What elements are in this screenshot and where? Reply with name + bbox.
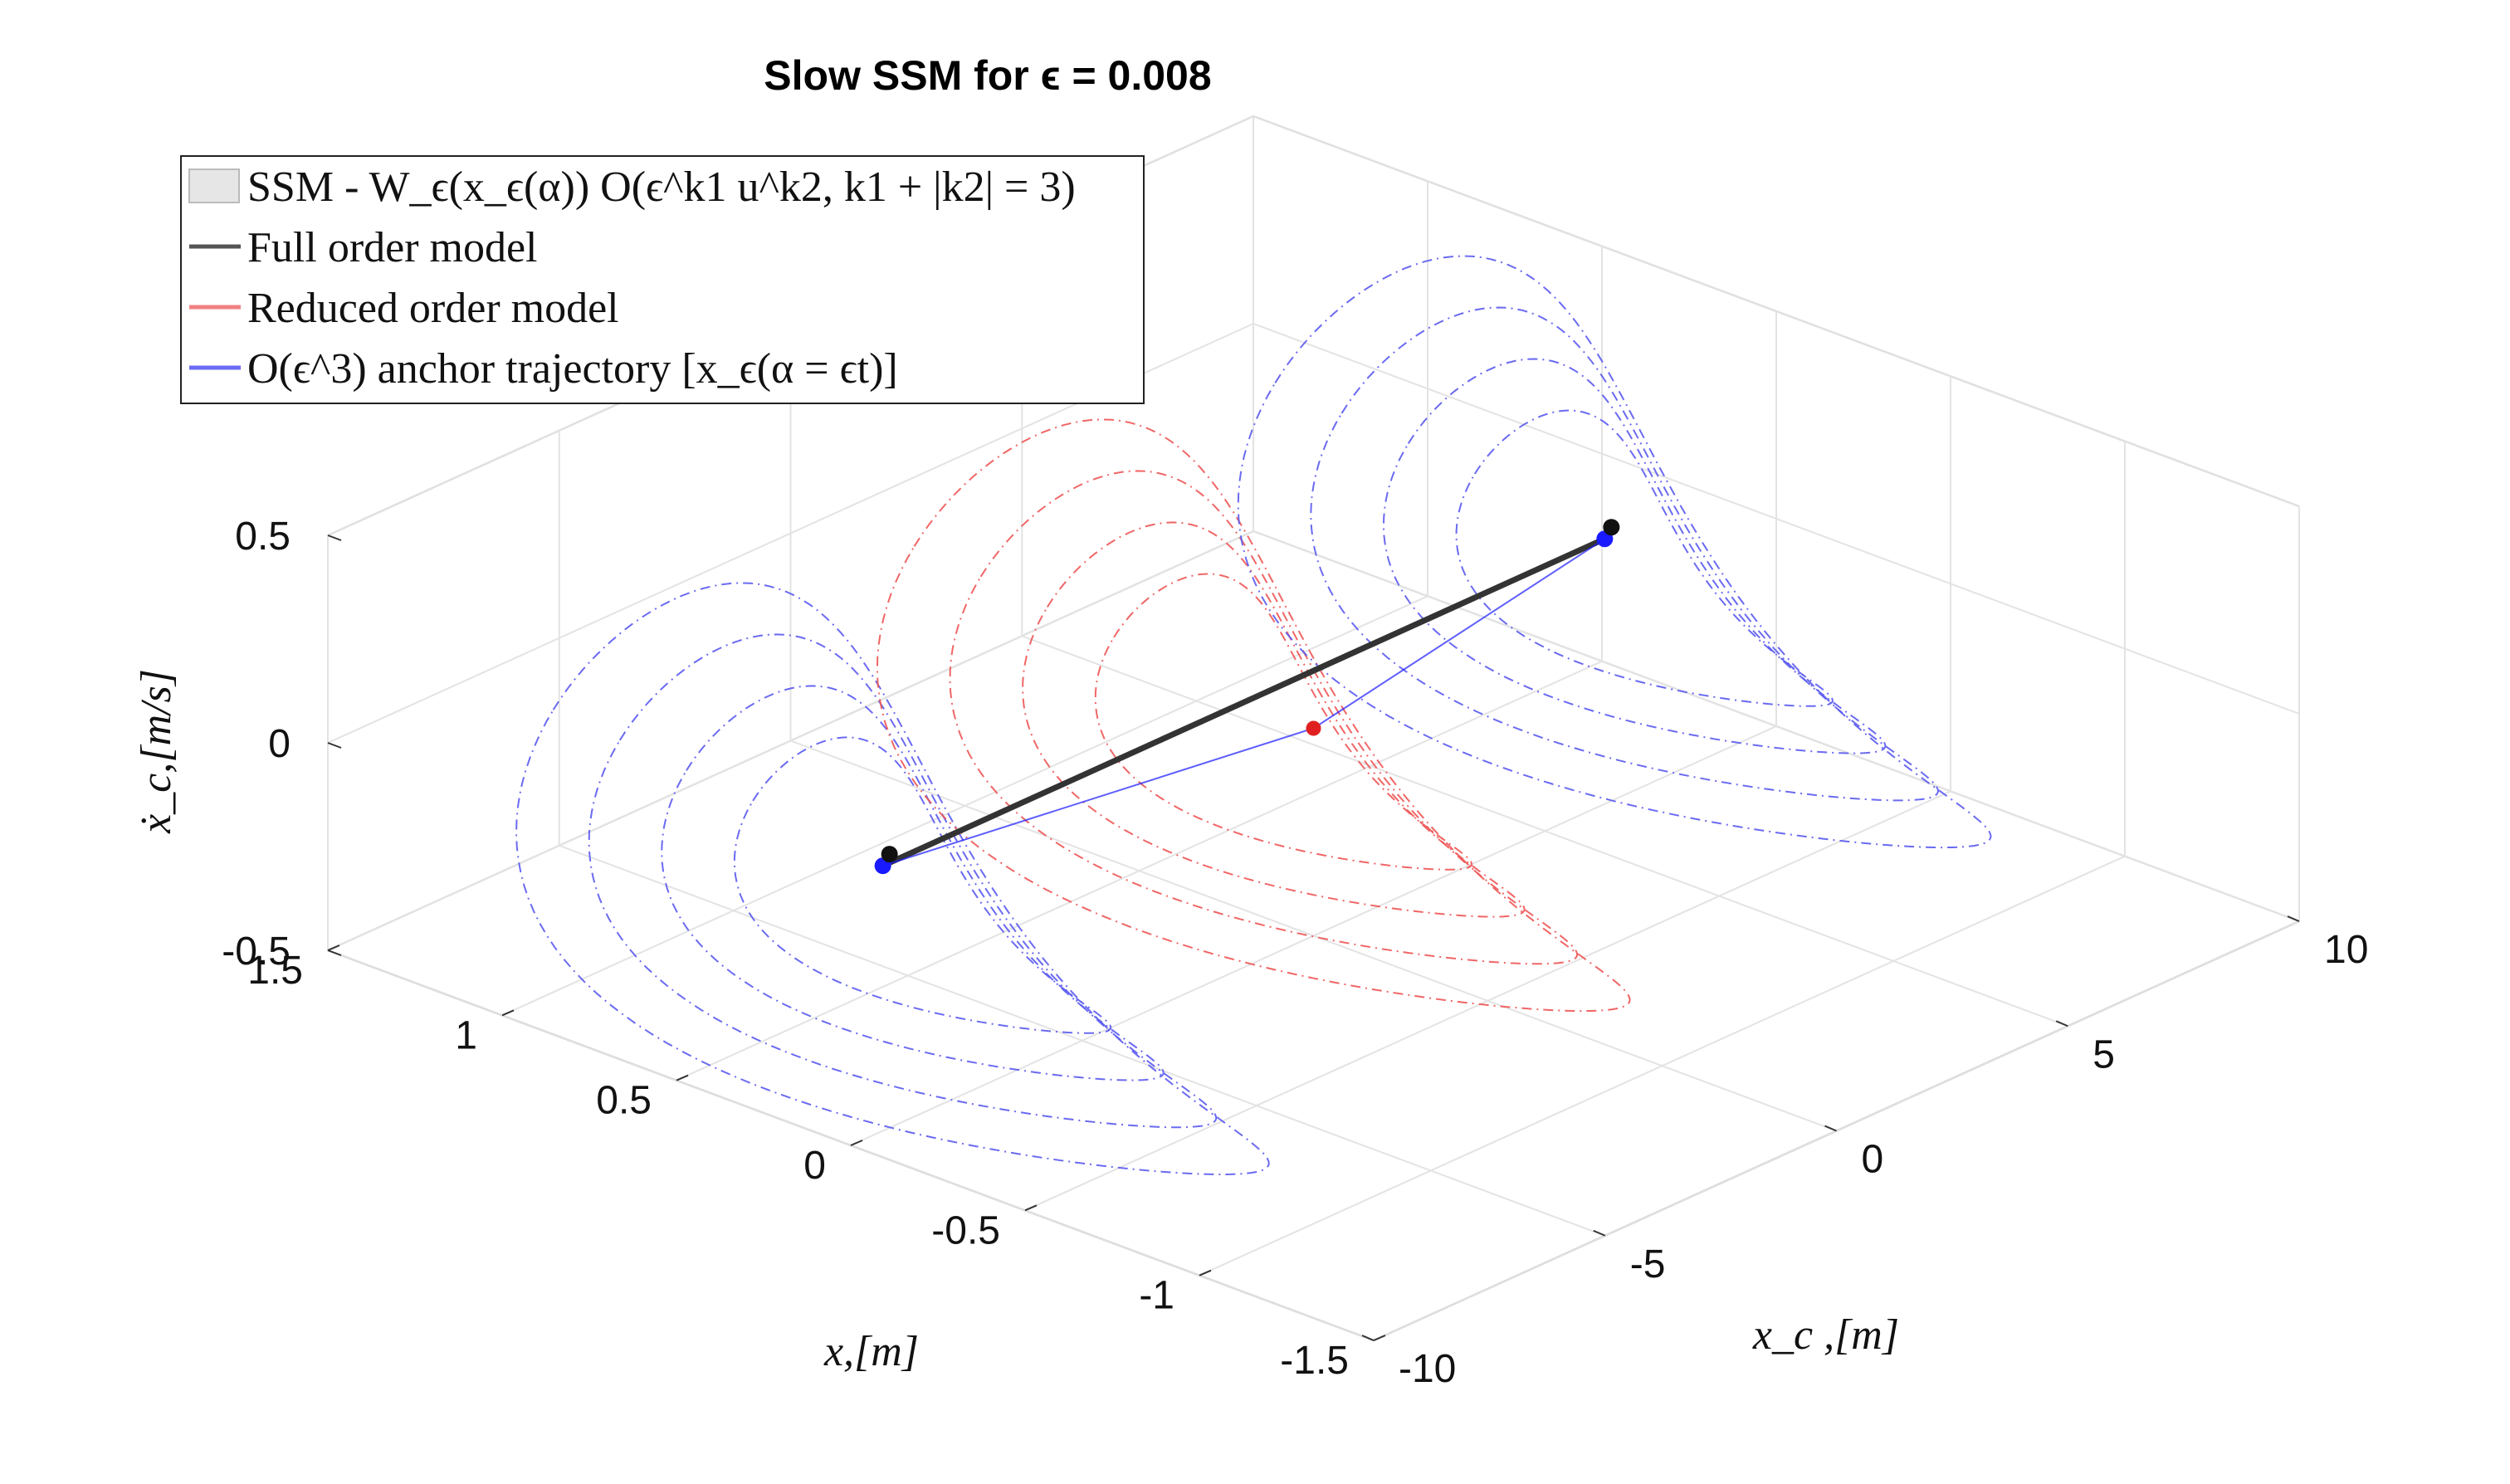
y-tick-mark (2055, 1020, 2068, 1028)
reduced-order-midpoint (1306, 720, 1321, 736)
y-tick-label: -5 (1630, 1242, 1666, 1286)
x-tick-mark (1024, 1204, 1038, 1212)
ssm-contour-ssm_blue (661, 685, 1165, 1081)
x-tick-label: -1 (1139, 1274, 1174, 1318)
tick-labels: 1.5 1 0.5 0 -0.5 -1 -1.5 -10 -5 0 5 10 -0.5 0 0.5 (222, 515, 2368, 1391)
ssm-contour-ssm_red (949, 470, 1579, 965)
x-tick-mark (676, 1074, 689, 1081)
ssm-contour-ssm_blue (515, 582, 1270, 1176)
grid-wall-z2 (1253, 115, 2300, 507)
z-tick-mark (327, 742, 342, 749)
y-axis-label: x_c ,[m] (1752, 1311, 1899, 1359)
ssm-contour-ssm_red (1094, 573, 1473, 871)
z-axis-label: ẋ_c,[m/s] (133, 669, 180, 834)
x-tick-label: 0.5 (596, 1079, 652, 1123)
y-tick-label: -10 (1399, 1347, 1456, 1391)
x-tick-mark (850, 1140, 863, 1146)
ssm-contours (515, 255, 1992, 1176)
ssm-contour-ssm_red (1022, 521, 1526, 918)
chart-title: Slow SSM for ϵ = 0.008 (764, 52, 1211, 99)
x-tick-mark (501, 1009, 515, 1017)
legend-box (180, 155, 1145, 404)
y-tick-mark (2287, 915, 2300, 922)
grid-wall-z2 (1253, 323, 2300, 715)
legend-label: SSM - W_ϵ(x_ϵ(α)) O(ϵ^k1 u^k2, k1 + |k2|… (247, 164, 1076, 211)
legend-swatch (188, 168, 240, 203)
legend-label: O(ϵ^3) anchor trajectory [x_ϵ(α = ϵt)] (247, 345, 898, 393)
ssm-contour-ssm_red (876, 418, 1631, 1013)
x-tick-mark (1373, 1335, 1386, 1341)
grid-floor-y (559, 844, 1606, 1237)
ssm-contour-ssm_blue (1382, 358, 1887, 754)
z-tick-label: -0.5 (222, 930, 291, 974)
y-tick-mark (1593, 1229, 1606, 1237)
ssm-contour-ssm_blue (588, 633, 1218, 1129)
legend-label: Full order model (247, 224, 538, 271)
x-tick-mark (1199, 1269, 1212, 1277)
x-tick-label: -0.5 (931, 1208, 1000, 1252)
grid-wall-z (327, 530, 1254, 951)
grid-floor-y (790, 740, 1837, 1132)
legend-label: Reduced order model (247, 285, 619, 332)
x-tick-label: 1 (455, 1013, 477, 1057)
y-tick-mark (1824, 1125, 1837, 1132)
x-tick-mark (327, 945, 340, 951)
full-order-model-line (881, 536, 1606, 869)
ssm-contour-ssm_blue (1455, 409, 1834, 707)
y-tick-label: 5 (2092, 1032, 2115, 1076)
x-axis-label: x,[m] (823, 1328, 919, 1375)
ssm-contour-ssm_blue (733, 736, 1112, 1034)
x-tick-label: 1.5 (247, 949, 303, 993)
ssm-contour-ssm_blue (1237, 255, 1992, 849)
full-order-endpoint (1603, 519, 1620, 536)
z-tick-mark (327, 535, 342, 541)
z-tick-mark (327, 949, 342, 956)
y-tick-mark (1361, 1335, 1375, 1341)
trajectories (874, 519, 1620, 875)
grid-wall-z2 (1253, 530, 2300, 922)
z-tick-label: 0 (268, 722, 291, 766)
y-tick-label: 0 (1862, 1138, 1884, 1182)
z-tick-label: 0.5 (235, 515, 291, 559)
legend: SSM - W_ϵ(x_ϵ(α)) O(ϵ^k1 u^k2, k1 + |k2|… (180, 155, 1145, 404)
full-order-endpoint (881, 846, 898, 863)
x-tick-label: 0 (803, 1144, 826, 1188)
y-tick-label: 10 (2324, 928, 2368, 972)
grid-floor-y (1021, 635, 2068, 1028)
x-tick-label: -1.5 (1280, 1339, 1349, 1383)
ssm-contour-ssm_blue (1310, 306, 1939, 802)
